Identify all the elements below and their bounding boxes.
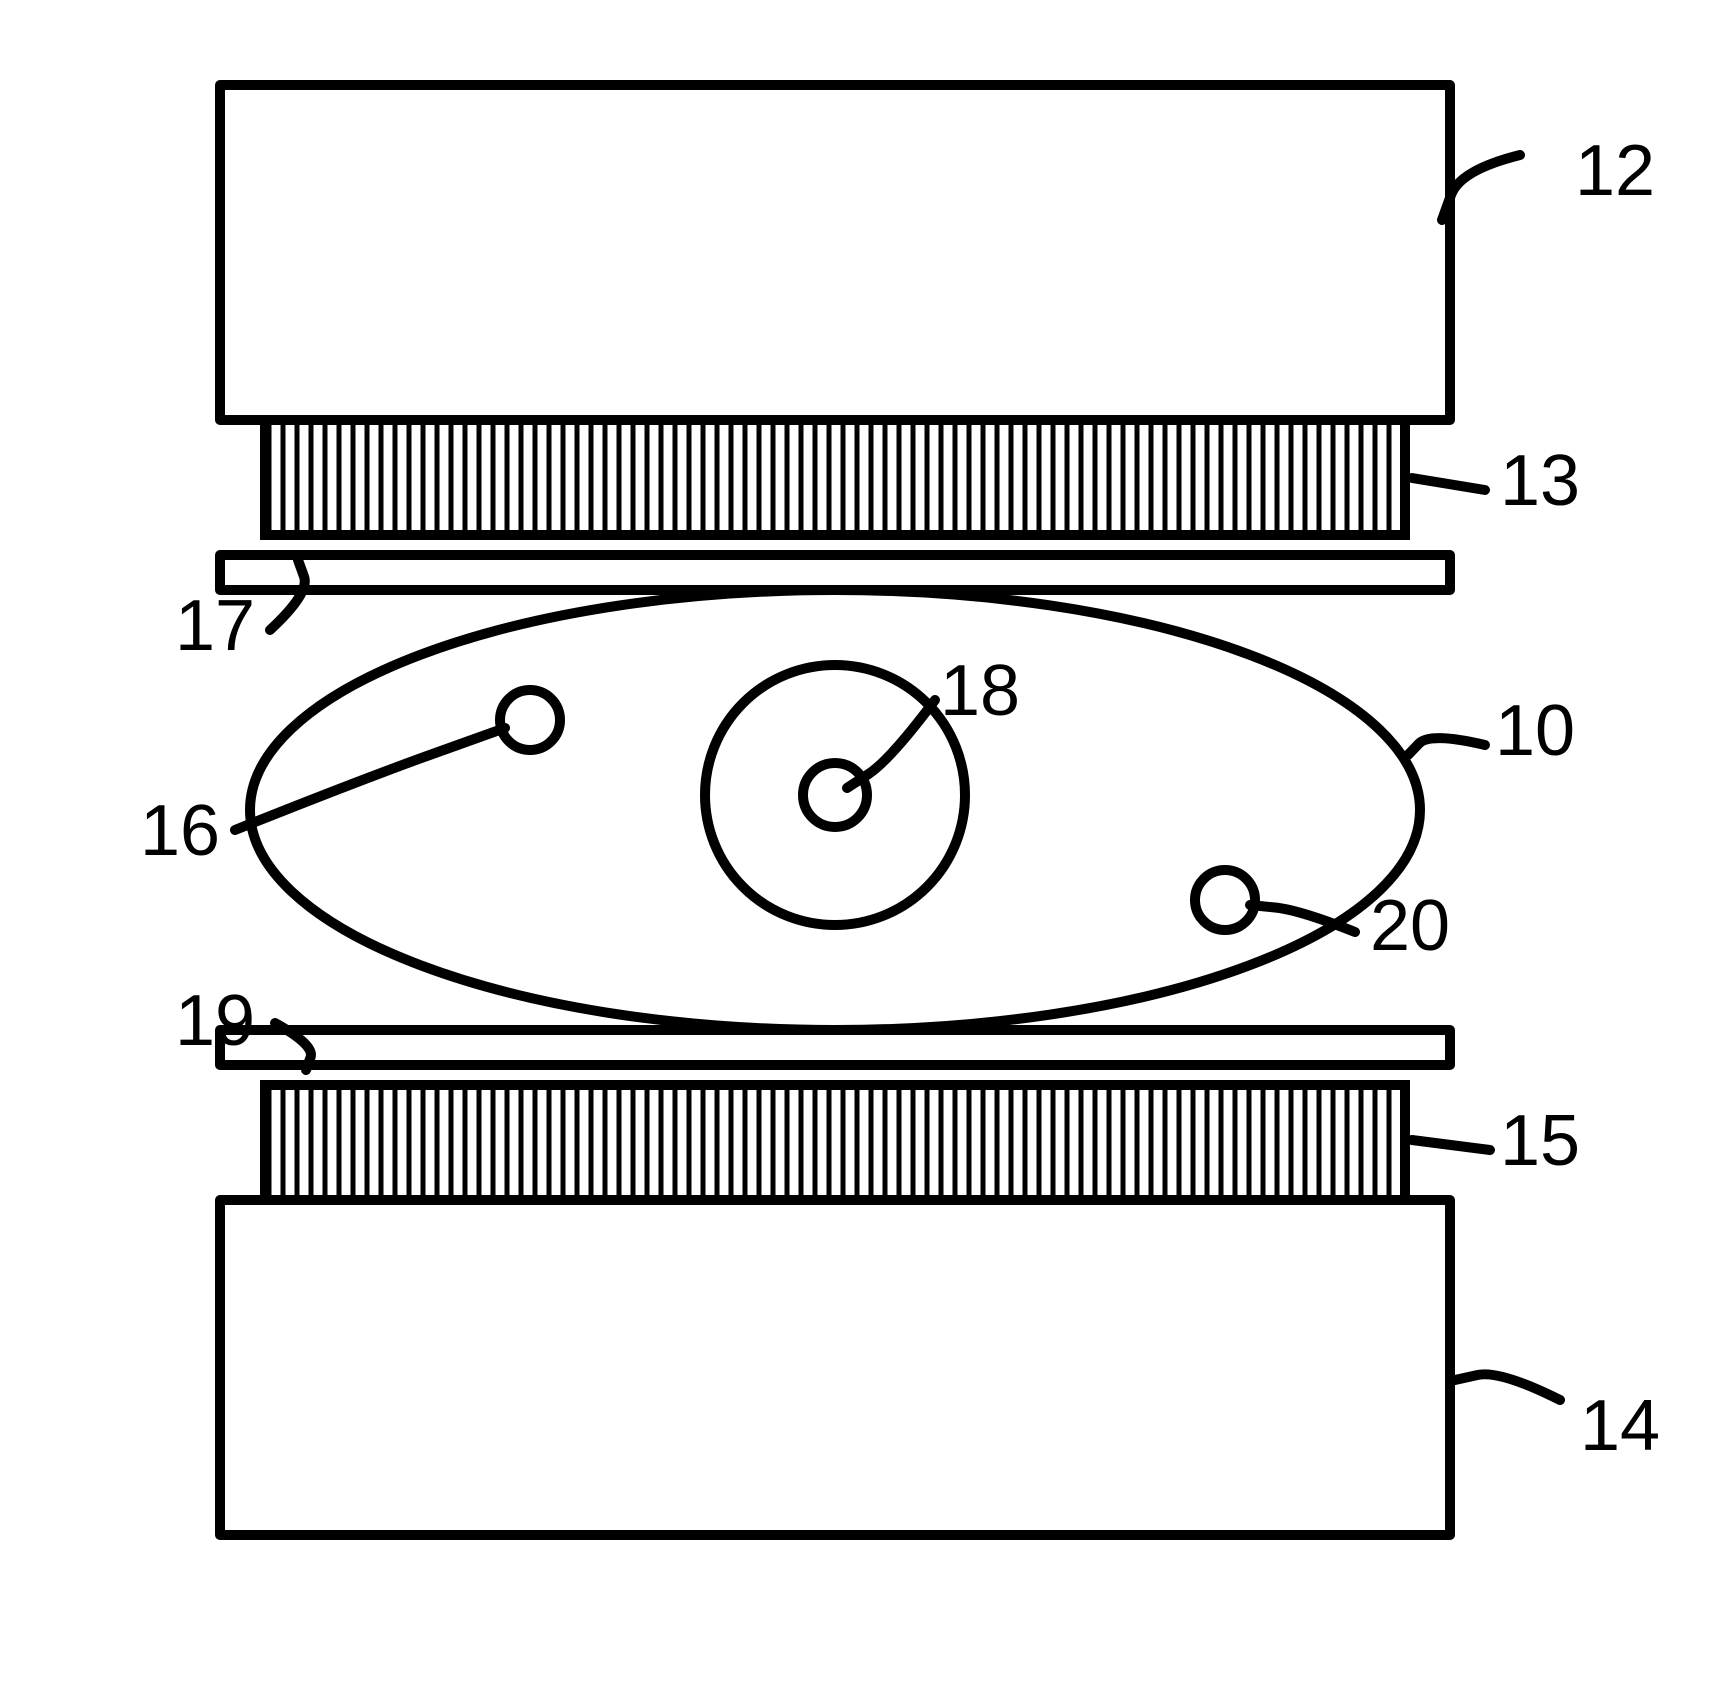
leader-13: [1412, 478, 1485, 490]
left-dot-16: [500, 690, 560, 750]
ref-label-13: 13: [1500, 441, 1580, 521]
ref-label-16: 16: [140, 791, 220, 871]
top-block-12: [220, 85, 1450, 420]
bottom-thin-plate-19: [220, 1030, 1450, 1065]
leader-14: [1455, 1374, 1560, 1400]
ref-label-20: 20: [1370, 886, 1450, 966]
center-circle-inner-18: [803, 763, 867, 827]
bottom-hatch-15: [265, 1085, 1405, 1200]
bottom-block-14: [220, 1200, 1450, 1535]
ref-label-19: 19: [175, 981, 255, 1061]
ref-label-10: 10: [1495, 691, 1575, 771]
ref-label-18: 18: [940, 651, 1020, 731]
ref-label-12: 12: [1575, 131, 1655, 211]
leader-15: [1412, 1140, 1490, 1150]
right-dot-20: [1195, 870, 1255, 930]
ref-label-14: 14: [1580, 1386, 1660, 1466]
leader-10: [1408, 738, 1485, 755]
ref-label-17: 17: [175, 586, 255, 666]
ref-label-15: 15: [1500, 1101, 1580, 1181]
top-thin-plate-17: [220, 555, 1450, 590]
top-hatch-13: [265, 420, 1405, 535]
technical-diagram: 10 12 13 14 15 16 17 18 19 20: [0, 0, 1730, 1685]
